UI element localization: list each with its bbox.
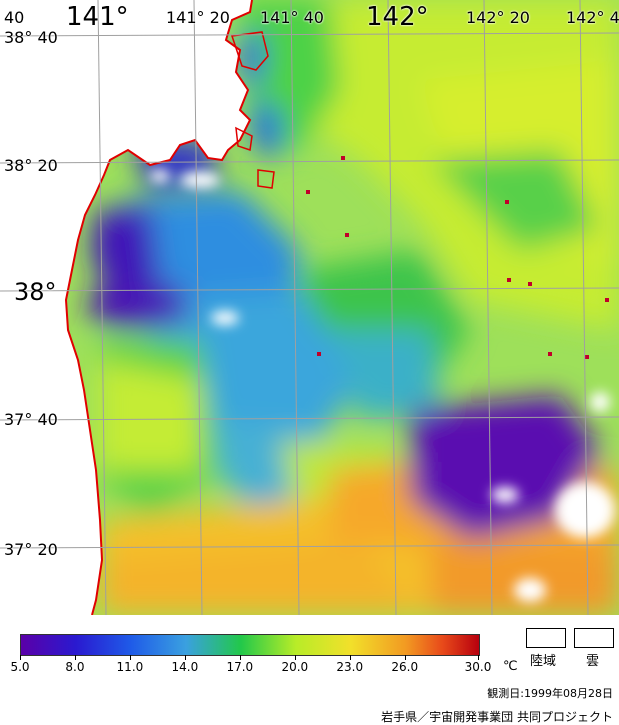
meridian-line <box>483 0 493 615</box>
scale-tick-mark <box>74 655 76 660</box>
sst-map: 40 141° 141° 20 141° 40 142° 142° 20 142… <box>0 0 619 615</box>
graticule <box>0 0 619 615</box>
temperature-color-scale <box>20 634 480 656</box>
parallel-line <box>0 287 619 292</box>
lat-label-37-20: 37° 20 <box>4 540 58 559</box>
lon-label-142-20: 142° 20 <box>466 8 530 27</box>
lon-label-141: 141° <box>66 2 129 32</box>
scale-tick-label: 8.0 <box>65 660 85 674</box>
scale-tick-mark <box>239 655 241 660</box>
meridian-line <box>193 0 203 615</box>
coastline-islet <box>235 126 253 151</box>
temperature-field <box>85 0 619 615</box>
lon-label-140-40: 40 <box>4 8 25 27</box>
lon-label-142-40: 142° 4 <box>566 8 619 27</box>
coastline <box>64 0 253 615</box>
land-legend-label: 陸域 <box>530 654 557 669</box>
parallel-line <box>0 32 619 37</box>
scale-tick-label: 14.0 <box>171 660 199 674</box>
cloud-patches <box>150 170 615 602</box>
land-area <box>0 0 252 615</box>
scale-tick-label: 23.0 <box>336 660 364 674</box>
parallel-line <box>0 159 619 164</box>
cloud-swatch <box>574 628 614 648</box>
temperature-unit: ℃ <box>503 659 518 674</box>
lon-label-141-20: 141° 20 <box>166 8 230 27</box>
sst-map-image <box>0 0 619 615</box>
lat-label-38-40: 38° 40 <box>4 28 58 47</box>
scale-tick-mark <box>404 655 406 660</box>
scale-tick-label: 30.0 <box>464 660 492 674</box>
lon-label-141-40: 141° 40 <box>260 8 324 27</box>
scale-tick-mark <box>184 655 186 660</box>
meridian-line <box>290 0 300 615</box>
land-swatch <box>526 628 566 648</box>
lat-label-38: 38° <box>14 278 57 306</box>
scale-tick-mark <box>294 655 296 660</box>
coastline-islet <box>231 31 269 71</box>
meridian-line <box>97 0 107 615</box>
parallel-line <box>0 416 619 421</box>
scale-tick-label: 17.0 <box>226 660 254 674</box>
scale-tick-mark <box>129 655 131 660</box>
scale-tick-label: 11.0 <box>116 660 144 674</box>
project-credit: 岩手県／宇宙開発事業団 共同プロジェクト <box>381 710 613 724</box>
observation-date: 観測日:1999年08月28日 <box>487 687 613 700</box>
scale-tick-label: 26.0 <box>391 660 419 674</box>
parallel-line <box>0 544 619 549</box>
cloud-legend-label: 雲 <box>586 654 600 669</box>
scale-tick-mark <box>478 655 479 660</box>
scale-tick-mark <box>349 655 351 660</box>
lon-label-142: 142° <box>366 2 429 32</box>
warm-pixels <box>306 156 609 359</box>
scale-tick-label: 5.0 <box>10 660 30 674</box>
meridian-line <box>579 0 589 615</box>
scale-tick-mark <box>20 655 21 660</box>
lat-label-37-40: 37° 40 <box>4 410 58 429</box>
meridian-line <box>387 0 397 615</box>
lat-label-38-20: 38° 20 <box>4 156 58 175</box>
coastline-islet <box>257 169 275 189</box>
scale-tick-label: 20.0 <box>281 660 309 674</box>
